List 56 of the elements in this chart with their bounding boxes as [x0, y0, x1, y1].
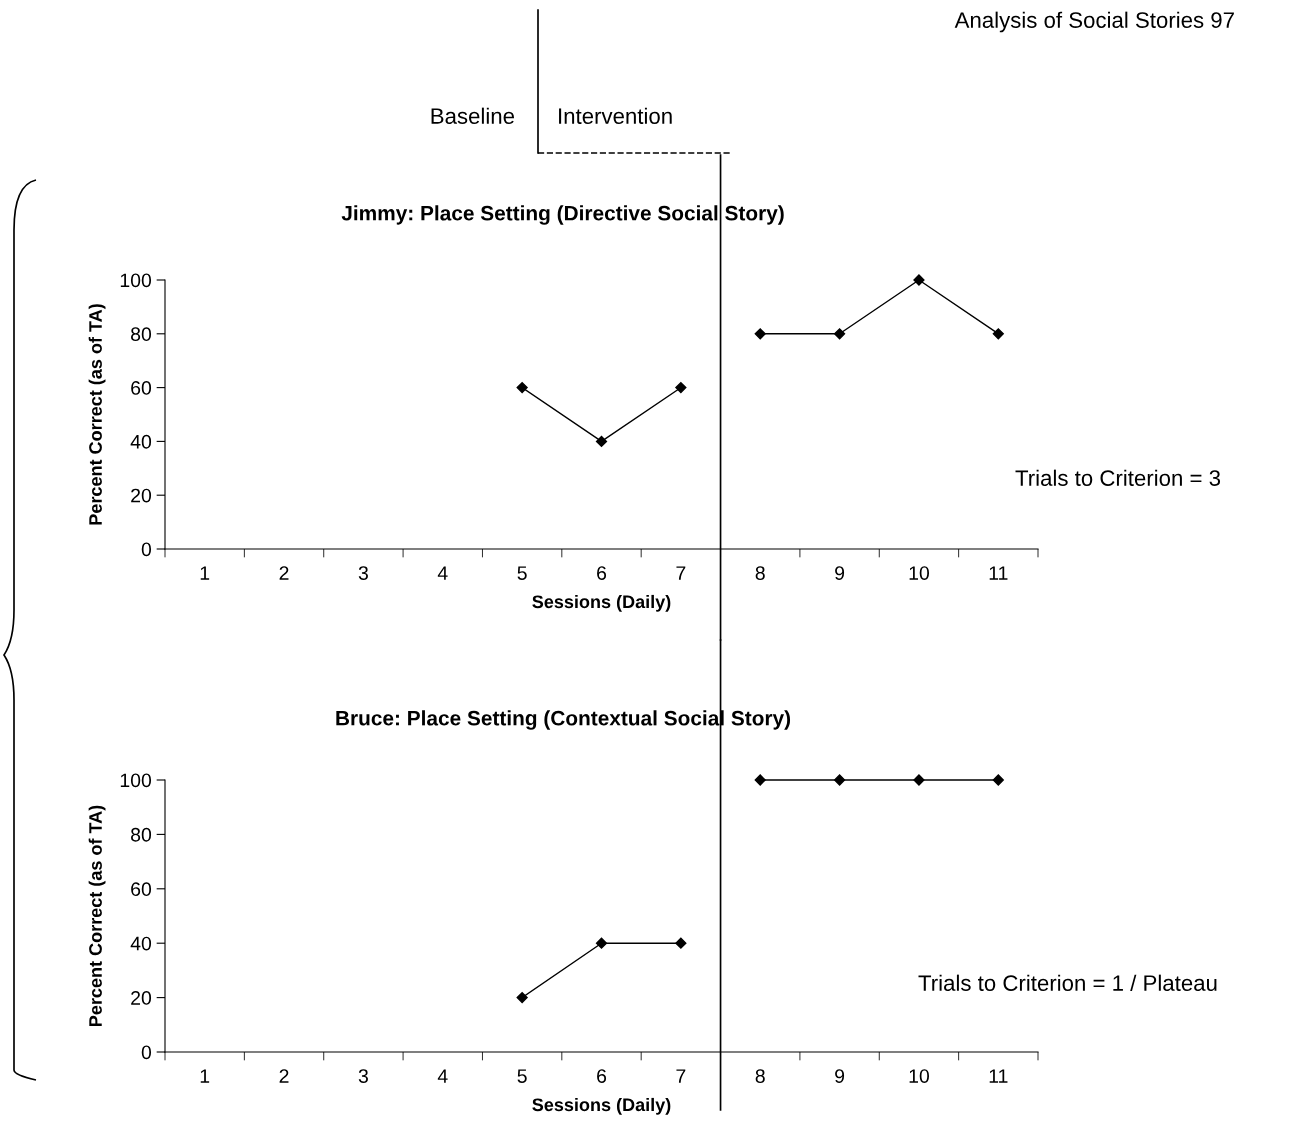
y-tick-label: 40 [130, 936, 152, 951]
point [992, 328, 1004, 340]
chart-title: Jimmy: Place Setting (Directive Social Story) [341, 205, 784, 225]
x-tick-label: 10 [909, 1069, 930, 1083]
x-axis-title: Sessions (Daily) [532, 1097, 671, 1115]
point [754, 774, 766, 786]
x-tick-label: 4 [437, 1069, 448, 1083]
point [992, 774, 1004, 786]
x-tick-label: 2 [279, 566, 289, 580]
x-tick-label: 6 [597, 566, 607, 580]
x-tick-label: 1 [200, 1069, 210, 1083]
x-tick-label: 1 [200, 566, 210, 580]
y-tick-label: 100 [120, 273, 152, 288]
y-tick-label: 20 [131, 991, 152, 1005]
y-tick-label: 80 [131, 827, 152, 842]
point [833, 328, 846, 340]
x-tick-label: 5 [517, 566, 527, 580]
y-tick-label: 20 [131, 488, 152, 503]
text: Analysis of Social Stories 97 [954, 11, 1234, 33]
text: Baseline [431, 107, 515, 124]
point [675, 937, 687, 949]
y-tick-label: 60 [131, 882, 152, 897]
x-tick-label: 8 [755, 1069, 765, 1083]
x-tick-label: 6 [597, 1069, 607, 1083]
y-tick-label: 60 [131, 381, 152, 395]
x-tick-label: 7 [676, 566, 686, 580]
point [595, 435, 608, 448]
x-tick-label: 9 [835, 1069, 845, 1083]
annotation: Trials to Criterion = 1 / Plateau [918, 974, 1217, 991]
point [595, 937, 608, 949]
x-axis-title: Sessions (Daily) [532, 594, 671, 612]
point [516, 991, 528, 1004]
x-tick-label: 10 [909, 566, 930, 580]
point [754, 328, 766, 340]
point [516, 381, 528, 394]
point [675, 381, 687, 394]
x-tick-label: 11 [989, 566, 1008, 580]
point [833, 774, 846, 786]
y-axis-title: Percent Correct (as of TA) [88, 805, 106, 1026]
x-tick-label: 4 [437, 566, 448, 580]
y-tick-label: 80 [131, 327, 152, 342]
y-tick-label: 100 [120, 773, 152, 788]
x-tick-label: 5 [517, 1069, 527, 1083]
y-axis-title: Percent Correct (as of TA) [88, 304, 106, 525]
x-tick-label: 3 [358, 1069, 368, 1083]
annotation: Trials to Criterion = 3 [1015, 469, 1221, 486]
y-tick-label: 0 [141, 1045, 152, 1060]
x-tick-label: 9 [835, 566, 845, 580]
x-tick-label: 3 [358, 566, 368, 580]
y-tick-label: 40 [130, 434, 152, 449]
x-tick-label: 7 [676, 1069, 686, 1083]
y-tick-label: 0 [141, 542, 152, 557]
x-tick-label: 11 [989, 1069, 1008, 1083]
x-tick-label: 8 [755, 566, 765, 580]
x-tick-label: 2 [279, 1069, 289, 1083]
text: Intervention [559, 107, 672, 124]
